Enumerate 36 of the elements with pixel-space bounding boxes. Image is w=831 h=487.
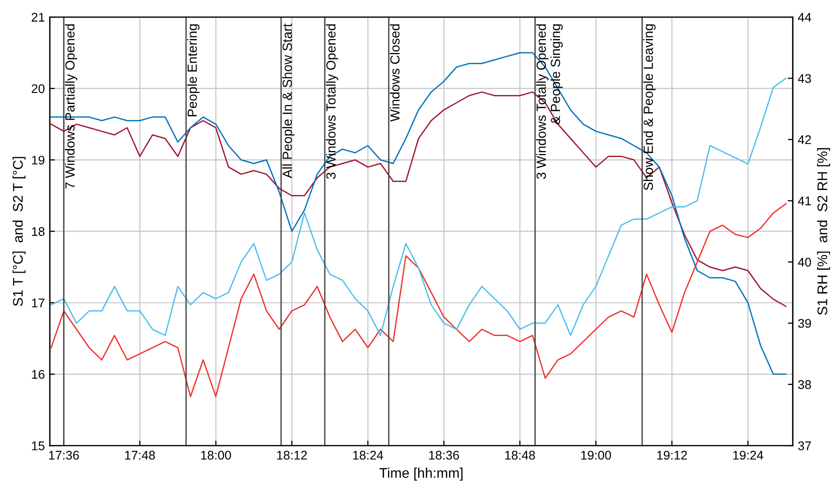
ref-line-label: People Entering [187, 24, 200, 116]
y-tick-label: 19 [32, 156, 44, 165]
x-tick-label: 18:12 [277, 450, 307, 460]
ref-line-label: Show End & People Leaving [643, 24, 656, 190]
y2-tick-label: 42 [798, 135, 811, 144]
ref-line-label: 7 Windows Partially Opened [64, 24, 78, 189]
y-axis-title: S1 T [°C] and S2 T [°C] [12, 157, 26, 306]
line-series [50, 203, 787, 398]
y2-tick-label: 43 [798, 74, 811, 83]
ref-line-label: 3 Windows Totally Opened [326, 24, 338, 179]
y-tick-label: 15 [32, 442, 44, 450]
x-tick-label: 17:48 [125, 450, 155, 460]
x-tick-label: 18:36 [429, 450, 459, 460]
x-tick-label: 19:00 [581, 450, 612, 460]
ref-line-label: 3 Windows Totally Opened & People Singing [536, 24, 563, 179]
x-tick-label: 18:24 [353, 450, 384, 460]
y2-tick-label: 40 [798, 258, 812, 267]
x-tick-label: 18:48 [505, 450, 535, 460]
x-tick-label: 18:00 [201, 450, 231, 460]
y2-axis-title: S1 RH [%] and S2 RH [%] [817, 148, 830, 315]
y2-tick-label: 41 [798, 196, 811, 206]
y-tick-label: 16 [32, 370, 44, 379]
y2-tick-label: 38 [798, 380, 811, 390]
y2-tick-label: 44 [798, 12, 812, 22]
y-tick-label: 17 [32, 298, 44, 308]
y2-tick-label: 37 [798, 441, 811, 450]
ref-line-label: Windows Closed [390, 24, 400, 122]
y-tick-label: 20 [32, 84, 45, 94]
x-tick-label: 19:12 [657, 450, 687, 460]
x-tick-label: 19:24 [733, 450, 764, 460]
y-tick-label: 18 [32, 227, 44, 236]
y-tick-label: 21 [32, 12, 44, 22]
x-tick-label: 17:36 [49, 450, 79, 460]
ref-line-label: All People In & Show Start [282, 24, 295, 178]
x-axis-title: Time [hh:mm] [379, 468, 463, 481]
y2-tick-label: 39 [798, 318, 811, 328]
